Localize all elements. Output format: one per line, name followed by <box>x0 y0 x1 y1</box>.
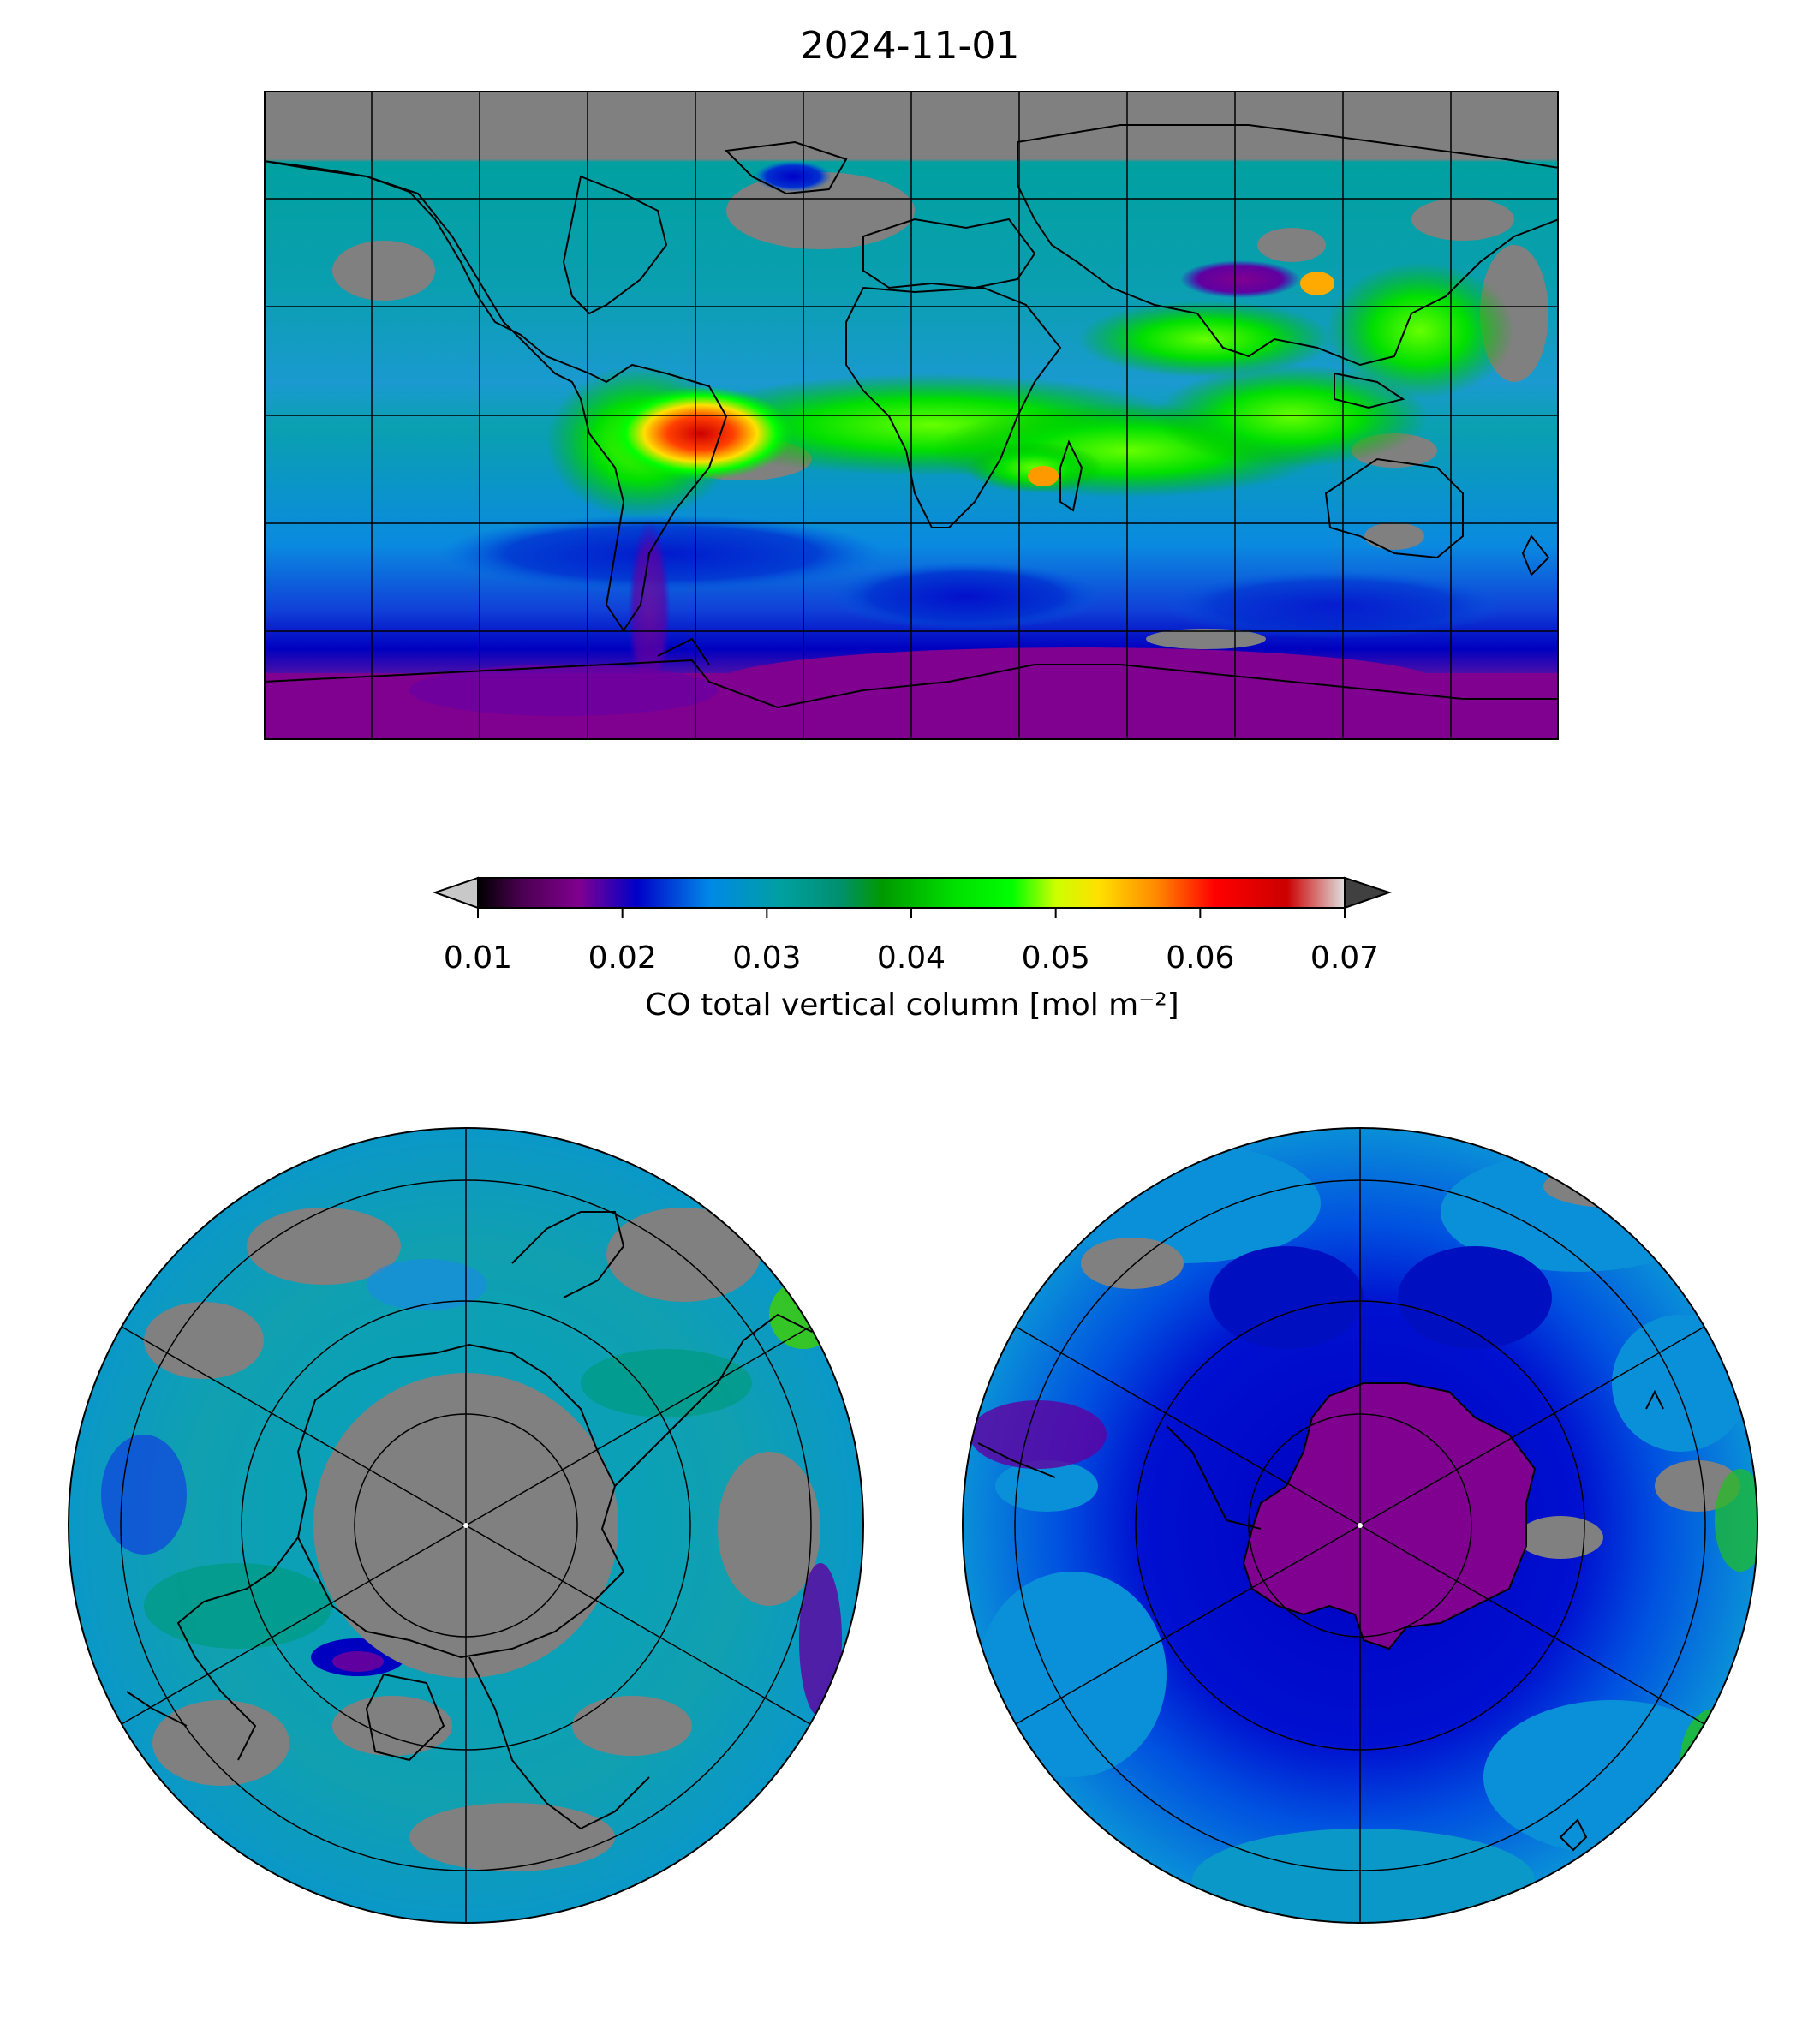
np-field-patches <box>101 1208 842 1871</box>
coastlines <box>264 124 1559 709</box>
world-map <box>264 91 1559 740</box>
antarctica <box>1166 1382 1537 1650</box>
colorbar-tick-label: 0.05 <box>1021 940 1090 976</box>
world-map-frame <box>264 91 1559 740</box>
np-coastlines <box>126 1211 813 1830</box>
colorbar: 0.01 0.02 0.03 0.04 0.05 0.06 0.07 CO total ve… <box>428 869 1396 1041</box>
np-boundary <box>68 1127 864 1924</box>
colorbar-tick-label: 0.07 <box>1310 940 1380 976</box>
colorbar-tick-label: 0.04 <box>876 940 946 976</box>
north-pole-map <box>67 1126 865 1925</box>
south-pole-map <box>961 1126 1759 1925</box>
np-pole-marker <box>463 1523 468 1528</box>
colorbar-ticks <box>477 908 1346 918</box>
colorbar-under-extension <box>432 876 479 910</box>
figure-title: 2024-11-01 <box>800 24 1020 68</box>
sp-boundary <box>962 1127 1758 1924</box>
sp-pole-marker <box>1358 1523 1363 1528</box>
colorbar-tick-label: 0.02 <box>588 940 657 976</box>
colorbar-over-extension <box>1344 876 1393 910</box>
colorbar-tick-label: 0.01 <box>443 940 513 976</box>
graticule <box>264 91 1559 740</box>
colorbar-tick-label: 0.06 <box>1166 940 1235 976</box>
colorbar-label: CO total vertical column [mol m⁻²] <box>645 988 1179 1023</box>
colorbar-tick-label: 0.03 <box>732 940 802 976</box>
colorbar-gradient <box>477 877 1346 909</box>
